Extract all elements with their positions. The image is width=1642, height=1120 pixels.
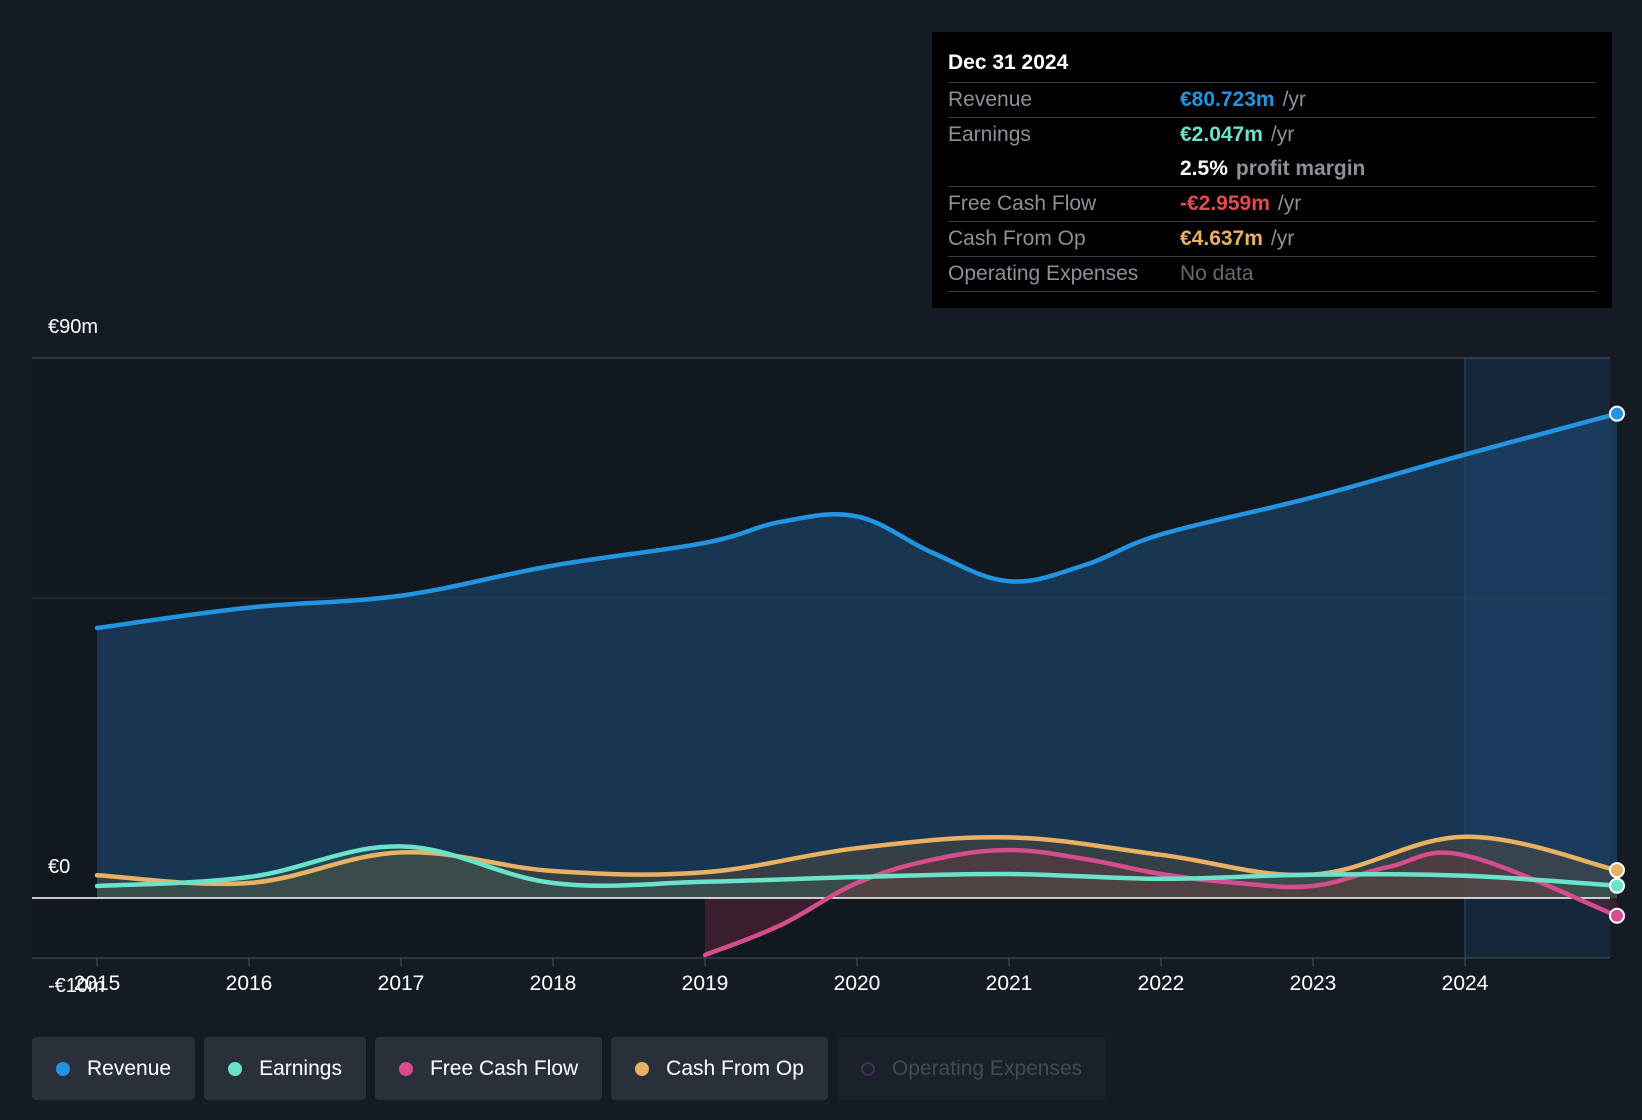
- tooltip-earnings-unit: /yr: [1270, 123, 1295, 146]
- tooltip-row-revenue: Revenue €80.723m /yr: [948, 83, 1596, 118]
- tooltip-opex-value: No data: [1180, 262, 1254, 285]
- line-free-cash-flow: [702, 847, 1620, 958]
- tooltip-revenue-value: €80.723m: [1180, 88, 1275, 111]
- legend-item-cash-from-op[interactable]: Cash From Op: [611, 1037, 828, 1100]
- endpoint-cash-from-op: [1609, 862, 1625, 879]
- tooltip-fcf-label: Free Cash Flow: [948, 192, 1097, 215]
- x-tick-label: 2018: [530, 972, 577, 995]
- y-tick-label: -€10m: [48, 975, 105, 997]
- tooltip-row-earnings: Earnings €2.047m /yr: [948, 118, 1596, 152]
- x-tick-label: 2022: [1138, 972, 1185, 995]
- legend-label-operating-expenses: Operating Expenses: [891, 1056, 1083, 1080]
- legend-label-free-cash-flow: Free Cash Flow: [429, 1056, 579, 1080]
- x-tick-label: 2024: [1442, 972, 1489, 995]
- tooltip-row-opex: Operating Expenses No data: [948, 257, 1596, 292]
- tooltip-row-margin: 2.5% profit margin: [948, 152, 1596, 187]
- tooltip-revenue-unit: /yr: [1282, 88, 1306, 111]
- tooltip-row-fcf: Free Cash Flow -€2.959m /yr: [948, 187, 1596, 222]
- tooltip-panel: Dec 31 2024 Revenue €80.723m /yr Earning…: [932, 32, 1612, 308]
- tooltip-cfo-unit: /yr: [1270, 227, 1295, 250]
- legend-label-revenue: Revenue: [87, 1056, 172, 1080]
- line-cash-from-op: [94, 834, 1620, 887]
- tooltip-row-cfo: Cash From Op €4.637m /yr: [948, 222, 1596, 257]
- endpoint-revenue: [1609, 405, 1625, 422]
- tooltip-fcf-unit: /yr: [1277, 192, 1302, 215]
- x-tick-label: 2020: [834, 972, 881, 995]
- tooltip-earnings-value: €2.047m: [1180, 123, 1263, 146]
- tooltip-earnings-label: Earnings: [948, 123, 1031, 146]
- area-revenue: [97, 413, 1617, 898]
- legend-item-operating-expenses[interactable]: Operating Expenses: [836, 1037, 1107, 1100]
- tooltip-cfo-label: Cash From Op: [948, 227, 1086, 250]
- legend-dot-revenue-icon: [56, 1061, 70, 1076]
- endpoint-free-cash-flow: [1609, 907, 1625, 924]
- endpoint-earnings: [1609, 877, 1625, 894]
- legend-dot-earnings-icon: [228, 1061, 243, 1076]
- legend: Revenue Earnings Free Cash Flow Cash Fro…: [32, 1037, 1115, 1100]
- tooltip-revenue-label: Revenue: [948, 88, 1033, 111]
- y-tick-label: €90m: [48, 316, 98, 338]
- tooltip-opex-label: Operating Expenses: [948, 262, 1139, 285]
- tooltip-fcf-value: -€2.959m: [1180, 192, 1270, 215]
- legend-item-free-cash-flow[interactable]: Free Cash Flow: [374, 1037, 603, 1100]
- x-tick-label: 2023: [1290, 972, 1337, 995]
- legend-label-cash-from-op: Cash From Op: [666, 1056, 804, 1080]
- x-tick-label: 2021: [986, 972, 1033, 995]
- legend-dot-operating-expenses-icon: [860, 1061, 875, 1076]
- tooltip-margin-text: profit margin: [1235, 157, 1366, 180]
- x-tick-label: 2019: [682, 972, 729, 995]
- line-earnings: [94, 844, 1620, 889]
- legend-item-revenue[interactable]: Revenue: [32, 1037, 196, 1100]
- legend-dot-free-cash-flow-icon: [398, 1061, 413, 1076]
- x-tick-label: 2017: [378, 972, 425, 995]
- tooltip-date: Dec 31 2024: [948, 46, 1596, 83]
- x-tick-label: 2016: [226, 972, 273, 995]
- tooltip-cfo-value: €4.637m: [1180, 227, 1263, 250]
- tooltip-margin-value: 2.5%: [1180, 157, 1228, 180]
- legend-dot-cash-from-op-icon: [635, 1061, 650, 1076]
- legend-label-earnings: Earnings: [259, 1056, 342, 1080]
- y-tick-label: €0: [48, 856, 70, 878]
- x-tick-label: 2015: [74, 972, 121, 995]
- line-revenue: [94, 411, 1620, 631]
- legend-item-earnings[interactable]: Earnings: [204, 1037, 366, 1100]
